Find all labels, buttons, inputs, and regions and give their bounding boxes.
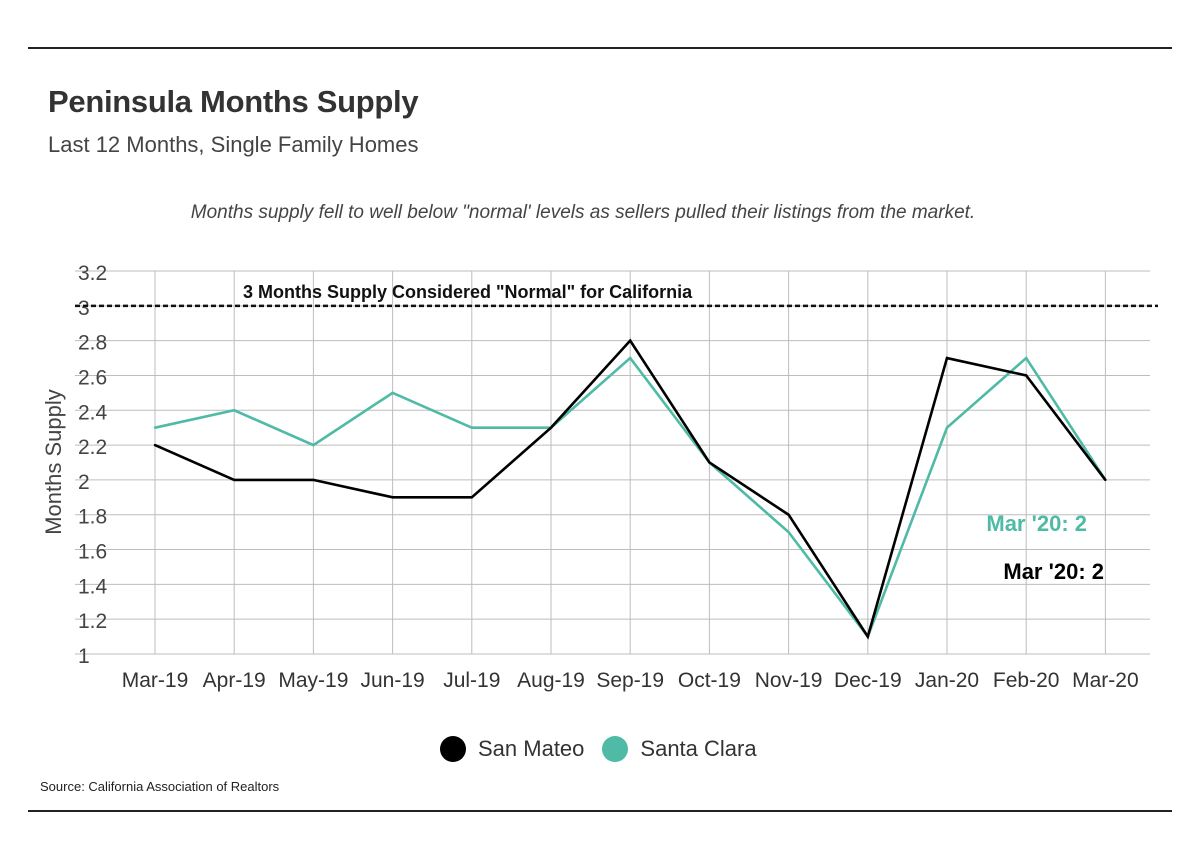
legend-swatch-san-mateo bbox=[440, 736, 466, 762]
data-point-san-mateo bbox=[787, 513, 790, 516]
data-point-santa-clara bbox=[391, 391, 394, 395]
end-label-santa-clara: Mar '20: 2 bbox=[986, 511, 1087, 536]
x-tick-label: Jul-19 bbox=[443, 669, 500, 692]
data-point-san-mateo bbox=[549, 426, 553, 429]
y-tick-label: 2.2 bbox=[78, 436, 107, 459]
chart-subtitle: Last 12 Months, Single Family Homes bbox=[48, 132, 419, 157]
data-point-santa-clara bbox=[945, 426, 949, 429]
data-point-san-mateo bbox=[629, 339, 632, 342]
data-point-san-mateo bbox=[233, 478, 236, 482]
top-rule bbox=[28, 47, 1172, 49]
legend-label-santa-clara: Santa Clara bbox=[640, 736, 757, 761]
y-tick-label: 2.6 bbox=[78, 366, 107, 389]
legend-item-san-mateo[interactable]: San Mateo bbox=[440, 736, 584, 762]
end-labels: Mar '20: 2 Mar '20: 2 bbox=[986, 511, 1104, 584]
legend-item-santa-clara[interactable]: Santa Clara bbox=[602, 736, 757, 762]
data-point-santa-clara bbox=[312, 443, 315, 447]
data-point-san-mateo bbox=[945, 356, 949, 360]
x-axis-ticks: Mar-19 Apr-19 May-19 Jun-19 Jul-19 Aug-19 Sep-… bbox=[122, 669, 1139, 692]
chart-annotation: Months supply fell to well below "normal… bbox=[190, 202, 976, 223]
data-point-santa-clara bbox=[153, 426, 157, 429]
chart-legend: San Mateo Santa Clara bbox=[440, 733, 775, 765]
data-point-santa-clara bbox=[1025, 356, 1028, 360]
y-tick-label: 1.6 bbox=[78, 541, 107, 564]
y-axis-ticks: 1 1.2 1.4 1.6 1.8 2 2.2 2.4 2.6 2.8 3 3.2 bbox=[78, 262, 108, 668]
bottom-rule bbox=[28, 810, 1172, 812]
data-point-san-mateo bbox=[391, 496, 394, 499]
legend-swatch-santa-clara bbox=[602, 736, 629, 762]
data-point-san-mateo bbox=[1025, 374, 1028, 377]
normal-reference-label: 3 Months Supply Considered "Normal" for … bbox=[243, 282, 693, 302]
chart-title: Peninsula Months Supply bbox=[48, 84, 419, 119]
data-point-santa-clara bbox=[470, 426, 473, 429]
x-tick-label: May-19 bbox=[278, 669, 348, 692]
x-tick-label: Feb-20 bbox=[993, 669, 1060, 692]
y-tick-label: 3.2 bbox=[78, 262, 107, 285]
y-tick-label: 3 bbox=[78, 297, 90, 320]
y-tick-label: 2.4 bbox=[78, 401, 108, 424]
y-axis-label: Months Supply bbox=[41, 389, 66, 535]
x-tick-label: Mar-19 bbox=[122, 669, 189, 692]
chart-grid bbox=[75, 270, 1150, 655]
end-label-san-mateo: Mar '20: 2 bbox=[1003, 559, 1104, 584]
x-tick-label: Apr-19 bbox=[203, 669, 266, 692]
data-point-san-mateo bbox=[153, 443, 157, 447]
y-tick-label: 1 bbox=[78, 645, 90, 668]
y-tick-label: 1.2 bbox=[78, 610, 107, 633]
data-point-santa-clara bbox=[629, 356, 632, 360]
x-tick-label: Jan-20 bbox=[915, 669, 979, 692]
x-tick-label: Oct-19 bbox=[678, 669, 741, 692]
x-tick-label: Mar-20 bbox=[1072, 669, 1139, 692]
legend-label-san-mateo: San Mateo bbox=[478, 736, 585, 761]
data-point-san-mateo bbox=[708, 461, 711, 464]
y-tick-label: 2 bbox=[78, 471, 90, 494]
source-note: Source: California Association of Realto… bbox=[40, 779, 280, 794]
data-point-san-mateo bbox=[470, 496, 473, 499]
y-tick-label: 1.4 bbox=[78, 575, 108, 598]
y-tick-label: 1.8 bbox=[78, 506, 107, 529]
x-tick-label: Jun-19 bbox=[360, 669, 424, 692]
data-point-santa-clara bbox=[787, 530, 790, 534]
data-point-san-mateo bbox=[866, 635, 869, 638]
data-point-santa-clara bbox=[233, 409, 236, 412]
x-tick-label: Aug-19 bbox=[517, 669, 585, 692]
y-tick-label: 2.8 bbox=[78, 332, 107, 355]
x-tick-label: Sep-19 bbox=[596, 669, 664, 692]
chart-series bbox=[153, 338, 1107, 640]
x-tick-label: Nov-19 bbox=[755, 669, 823, 692]
data-point-san-mateo bbox=[1104, 478, 1107, 482]
x-tick-label: Dec-19 bbox=[834, 669, 902, 692]
data-point-san-mateo bbox=[312, 478, 315, 482]
